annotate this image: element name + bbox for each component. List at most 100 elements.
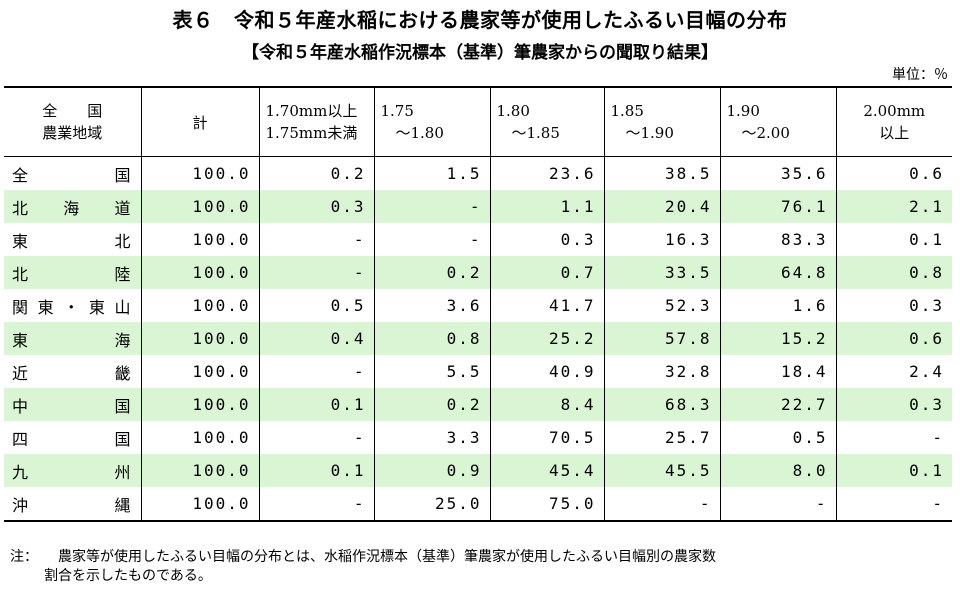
value-cell: 5.5 <box>374 355 491 388</box>
table-row: 全国 100.0 0.2 1.5 23.6 38.5 35.6 0.6 <box>4 156 952 190</box>
value-cell: - <box>259 256 375 289</box>
value-cell: 45.4 <box>490 454 605 487</box>
range-header-line1: 1.70mm以上 <box>265 102 358 120</box>
value-cell: 20.4 <box>604 190 721 223</box>
value-cell: 0.1 <box>259 454 375 487</box>
table-body: 全国 100.0 0.2 1.5 23.6 38.5 35.6 0.6 北海道 … <box>4 156 952 522</box>
range-header: 2.00mm 以上 <box>836 86 952 157</box>
range-header-line2: ～2.00 <box>726 124 790 142</box>
value-cell: - <box>720 487 837 522</box>
value-cell: - <box>604 487 721 522</box>
value-cell: 0.2 <box>374 256 491 289</box>
table-row: 九州 100.0 0.1 0.9 45.4 45.5 8.0 0.1 <box>4 454 952 487</box>
value-cell: 0.1 <box>836 454 952 487</box>
value-cell: 16.3 <box>604 223 721 256</box>
value-cell: 8.0 <box>720 454 837 487</box>
value-cell: 25.2 <box>490 322 605 355</box>
value-cell: 64.8 <box>720 256 837 289</box>
range-header: 1.75 ～1.80 <box>374 86 491 157</box>
value-cell: 40.9 <box>490 355 605 388</box>
value-cell: 0.3 <box>490 223 605 256</box>
value-cell: 0.9 <box>374 454 491 487</box>
value-cell: 35.6 <box>720 156 837 190</box>
footnote: 注： 農家等が使用したふるい目幅の分布とは、水稲作況標本（基準）筆農家が使用した… <box>10 548 950 586</box>
footnote-line2: 割合を示したものである。 <box>44 568 212 584</box>
value-cell: 41.7 <box>490 289 605 322</box>
value-cell: - <box>259 421 375 454</box>
total-header: 計 <box>141 86 260 157</box>
total-cell: 100.0 <box>141 190 260 223</box>
total-cell: 100.0 <box>141 355 260 388</box>
region-cell: 東北 <box>4 223 142 256</box>
value-cell: - <box>259 355 375 388</box>
region-cell: 沖縄 <box>4 487 142 522</box>
table-row: 四国 100.0 - 3.3 70.5 25.7 0.5 - <box>4 421 952 454</box>
range-header-line1: 1.90 <box>726 102 760 120</box>
total-cell: 100.0 <box>141 454 260 487</box>
value-cell: 25.7 <box>604 421 721 454</box>
region-cell: 北海道 <box>4 190 142 223</box>
table-row: 沖縄 100.0 - 25.0 75.0 - - - <box>4 487 952 522</box>
table-row: 東海 100.0 0.4 0.8 25.2 57.8 15.2 0.6 <box>4 322 952 355</box>
table-row: 近畿 100.0 - 5.5 40.9 32.8 18.4 2.4 <box>4 355 952 388</box>
table-row: 北海道 100.0 0.3 - 1.1 20.4 76.1 2.1 <box>4 190 952 223</box>
region-cell: 中国 <box>4 388 142 421</box>
value-cell: 0.6 <box>909 164 944 183</box>
value-cell: 0.8 <box>374 322 491 355</box>
value-cell: - <box>259 223 375 256</box>
range-header: 1.90 ～2.00 <box>720 86 837 157</box>
range-header-line2: ～1.85 <box>496 124 560 142</box>
range-header-line1: 2.00mm <box>863 102 926 120</box>
value-cell: 1.1 <box>490 190 605 223</box>
value-cell: - <box>374 223 491 256</box>
region-header-line1: 全 国 <box>42 102 103 120</box>
table-row: 東北 100.0 - - 0.3 16.3 83.3 0.1 <box>4 223 952 256</box>
region-header-line2: 農業地域 <box>42 124 103 142</box>
value-cell: 0.2 <box>259 156 375 190</box>
value-cell: 33.5 <box>604 256 721 289</box>
range-header: 1.85 ～1.90 <box>604 86 721 157</box>
value-cell: 22.7 <box>720 388 837 421</box>
region-cell: 九州 <box>4 454 142 487</box>
value-cell: - <box>259 487 375 522</box>
table-title: 表６ 令和５年産水稲における農家等が使用したふるい目幅の分布 <box>172 8 788 32</box>
total-cell: 100.0 <box>141 223 260 256</box>
region-cell: 北陸 <box>4 256 142 289</box>
value-cell: 0.5 <box>720 421 837 454</box>
total-cell: 100.0 <box>141 256 260 289</box>
value-cell: 0.7 <box>490 256 605 289</box>
value-cell: 75.0 <box>490 487 605 522</box>
range-header-line1: 1.75 <box>380 102 414 120</box>
value-cell: 0.3 <box>836 388 952 421</box>
value-cell: 0.3 <box>259 190 375 223</box>
range-header-line2: 以上 <box>879 124 910 142</box>
region-cell: 関東・東山 <box>4 289 142 322</box>
region-cell: 東海 <box>4 322 142 355</box>
value-cell: 0.6 <box>836 322 952 355</box>
value-cell: 3.3 <box>374 421 491 454</box>
value-cell: 8.4 <box>490 388 605 421</box>
value-cell: 0.2 <box>374 388 491 421</box>
total-cell: 100.0 <box>141 156 260 190</box>
sieve-distribution-table: 全 国 農業地域 計 1.70mm以上 1.75mm未満 1.75 ～1.80 … <box>4 86 952 522</box>
value-cell: 25.0 <box>374 487 491 522</box>
value-cell: 0.1 <box>259 388 375 421</box>
footnote-label: 注： <box>10 549 38 565</box>
value-cell: 0.4 <box>259 322 375 355</box>
table-row: 北陸 100.0 - 0.2 0.7 33.5 64.8 0.8 <box>4 256 952 289</box>
value-cell: 3.6 <box>374 289 491 322</box>
value-cell: 18.4 <box>720 355 837 388</box>
table-subtitle: 【令和５年産水稲作況標本（基準）筆農家からの聞取り結果】 <box>242 43 718 63</box>
value-cell: 76.1 <box>720 190 837 223</box>
total-cell: 100.0 <box>141 289 260 322</box>
range-header-line1: 1.80 <box>496 102 530 120</box>
region-header: 全 国 農業地域 <box>4 86 142 157</box>
value-cell: 0.8 <box>836 256 952 289</box>
value-cell: 52.3 <box>604 289 721 322</box>
value-cell: - <box>836 487 952 522</box>
value-cell: - <box>374 190 491 223</box>
value-cell: 0.5 <box>259 289 375 322</box>
footnote-line1: 農家等が使用したふるい目幅の分布とは、水稲作況標本（基準）筆農家が使用したふるい… <box>58 549 716 565</box>
value-cell: 23.6 <box>490 156 605 190</box>
